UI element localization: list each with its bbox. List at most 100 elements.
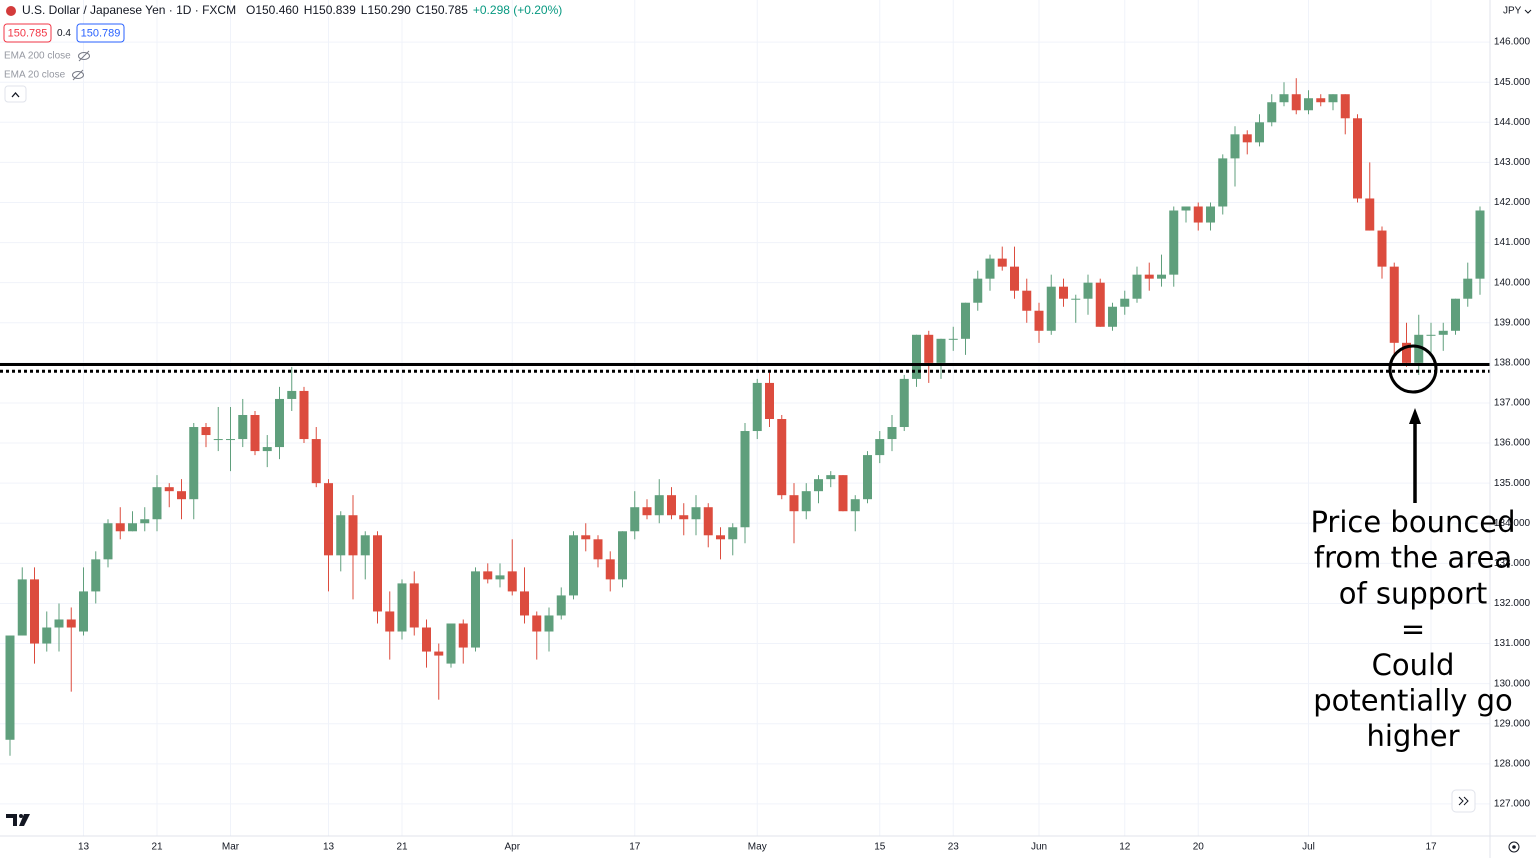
candle-body (924, 334, 934, 363)
x-tick-label: Jun (1031, 842, 1047, 853)
candle-body (1438, 330, 1448, 335)
buy-box[interactable] (76, 23, 125, 43)
indicator-label[interactable]: EMA 200 close (4, 51, 71, 62)
indicator-label[interactable]: EMA 20 close (4, 70, 66, 81)
candle-body (1451, 298, 1460, 331)
y-tick-label: 141.000 (1494, 237, 1531, 248)
x-tick-label: 12 (1119, 842, 1131, 853)
ohlc-legend: O150.460 H150.839 L150.290 C150.785 +0.298 (… (246, 3, 562, 17)
candle-body (691, 507, 701, 520)
candle-body (128, 523, 137, 532)
spread: 0.4 (57, 28, 71, 39)
candle-body (777, 419, 787, 496)
x-tick-label: 21 (396, 842, 408, 853)
candle-body (863, 455, 872, 500)
candle-body (1389, 266, 1399, 343)
candle-body (1365, 198, 1375, 231)
candle-body (1169, 210, 1179, 275)
support-circle (1388, 344, 1438, 394)
candle-body (814, 479, 823, 492)
candle-body (140, 519, 150, 524)
candle-body (875, 439, 885, 456)
candle-body (1255, 122, 1264, 143)
candle-body (1181, 206, 1191, 211)
y-tick-label: 131.000 (1494, 638, 1531, 649)
candle-body (507, 571, 517, 592)
candle-body (238, 414, 248, 440)
candle-body (311, 439, 321, 484)
candle-body (1071, 298, 1081, 300)
y-tick-label: 127.000 (1494, 799, 1531, 810)
scroll-button[interactable] (1451, 789, 1476, 813)
candle-body (1120, 298, 1130, 307)
y-tick-label: 130.000 (1494, 678, 1531, 689)
candle-body (422, 627, 431, 652)
hidden-eye-icon[interactable] (78, 50, 90, 62)
candle-body (66, 619, 76, 628)
candle-body (752, 382, 762, 432)
hidden-eye-icon[interactable] (72, 69, 84, 81)
candle-body (1010, 266, 1019, 291)
collapse-button[interactable] (4, 85, 27, 103)
candle-body (948, 338, 958, 340)
candle-body (826, 475, 836, 480)
candle-body (1463, 278, 1473, 299)
y-tick-label: 139.000 (1494, 317, 1531, 328)
candle-body (1402, 342, 1411, 363)
tradingview-logo (6, 814, 30, 826)
y-tick-label: 135.000 (1494, 478, 1531, 489)
candle-body (1475, 210, 1485, 279)
candle-body (213, 439, 223, 441)
candle-body (1132, 274, 1142, 299)
y-tick-label: 136.000 (1494, 438, 1531, 449)
candle-body (716, 535, 725, 540)
candle-body (838, 475, 848, 512)
candle-body (1291, 94, 1301, 111)
x-tick-label: Mar (222, 842, 240, 853)
x-tick-label: Jul (1302, 842, 1315, 853)
candle-body (1046, 286, 1056, 331)
candle-body (703, 507, 713, 536)
candle-body (740, 431, 750, 528)
candle-body (520, 591, 529, 616)
ohlc-open: O150.460 (246, 3, 299, 17)
candle-body (801, 491, 811, 512)
candle-body (458, 623, 468, 648)
candle-body (5, 635, 15, 740)
candle-body (115, 523, 125, 532)
candle-body (336, 515, 346, 556)
candle-body (189, 427, 199, 500)
candle-body (593, 539, 603, 560)
candle-body (1340, 94, 1350, 119)
candle-body (409, 583, 419, 628)
candle-body (728, 527, 738, 540)
sell-price: 150.785 (8, 27, 48, 39)
candle-body (667, 495, 676, 516)
candle-body (397, 583, 407, 632)
candle-body (1193, 206, 1203, 223)
candle-body (961, 302, 970, 339)
currency-dropdown[interactable] (1524, 9, 1532, 14)
y-tick-label: 145.000 (1494, 77, 1531, 88)
candle-body (262, 447, 272, 452)
candle-body (581, 535, 591, 540)
candle-body (654, 495, 664, 516)
candle-body (1108, 306, 1117, 327)
candle-body (299, 390, 309, 440)
sell-box[interactable] (3, 23, 52, 43)
annotation-line: Price bounced (1310, 505, 1515, 539)
currency-label[interactable]: JPY (1503, 6, 1522, 17)
candle-body (103, 523, 113, 560)
y-tick-label: 129.000 (1494, 718, 1531, 729)
candle-body (569, 535, 578, 596)
candle-body (483, 571, 493, 580)
candle-body (789, 495, 799, 512)
candle-body (446, 623, 456, 664)
candle-body (1230, 134, 1240, 159)
settings-icon[interactable] (1508, 841, 1520, 853)
candle-body (373, 535, 382, 612)
y-tick-label: 134.000 (1494, 518, 1531, 529)
candle-body (642, 507, 652, 516)
